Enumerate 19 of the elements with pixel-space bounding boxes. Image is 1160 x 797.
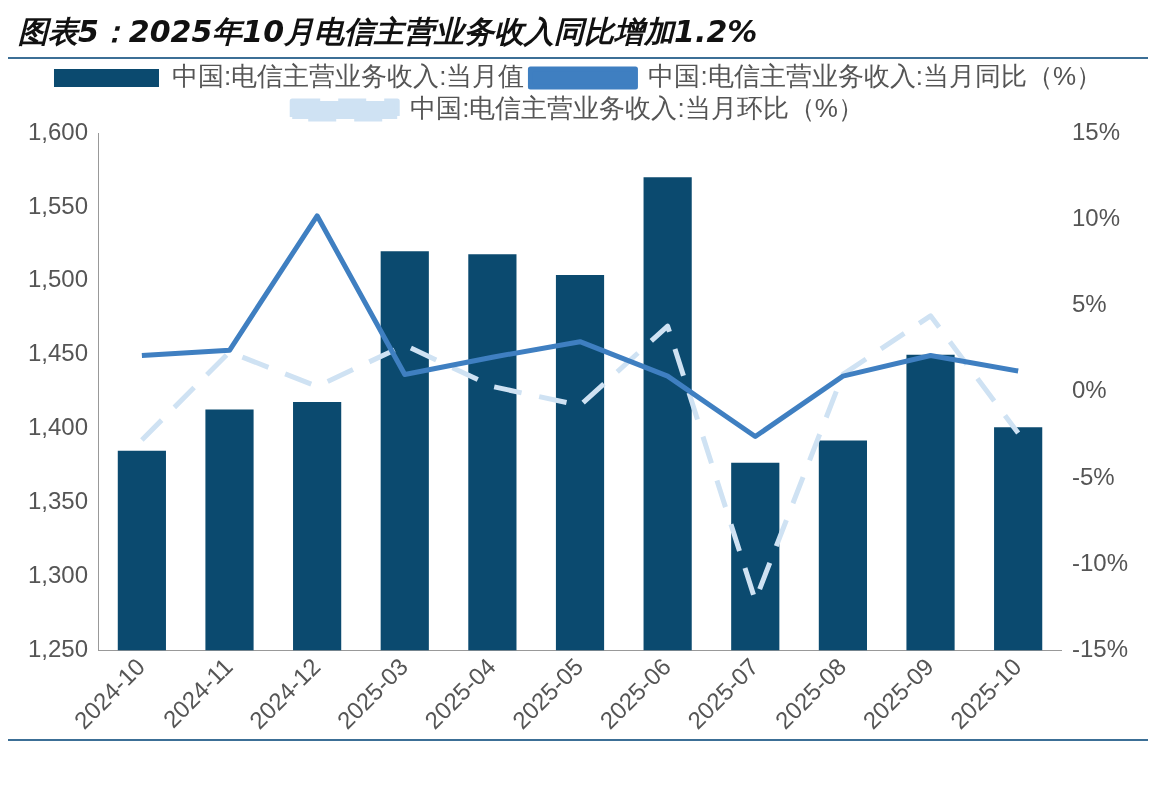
y2-tick-label: 0%	[1071, 376, 1107, 404]
legend-label: 中国:电信主营业务收入:当月值	[171, 61, 525, 92]
y2-tick-label: 10%	[1071, 203, 1121, 231]
y2-tick-label: 15%	[1071, 117, 1121, 145]
y-tick-label: 1,600	[28, 117, 89, 145]
y2-tick-label: -15%	[1071, 634, 1128, 662]
legend-label: 中国:电信主营业务收入:当月环比（%）	[410, 93, 864, 124]
y-tick-label: 1,300	[28, 561, 89, 589]
y-tick-label: 1,450	[28, 339, 89, 367]
chart-title: 图表5：2025年10月电信主营业务收入同比增加1.2%	[8, 8, 1148, 59]
y-tick-label: 1,400	[28, 413, 89, 441]
y-tick-label: 1,500	[28, 265, 89, 293]
y-tick-label: 1,550	[28, 191, 89, 219]
y2-tick-label: 5%	[1071, 290, 1107, 318]
y2-tick-label: -5%	[1071, 462, 1115, 490]
legend-label: 中国:电信主营业务收入:当月同比（%）	[648, 61, 1103, 92]
y2-tick-label: -10%	[1071, 548, 1128, 576]
y-tick-label: 1,350	[28, 487, 89, 515]
y-tick-label: 1,250	[28, 634, 89, 662]
